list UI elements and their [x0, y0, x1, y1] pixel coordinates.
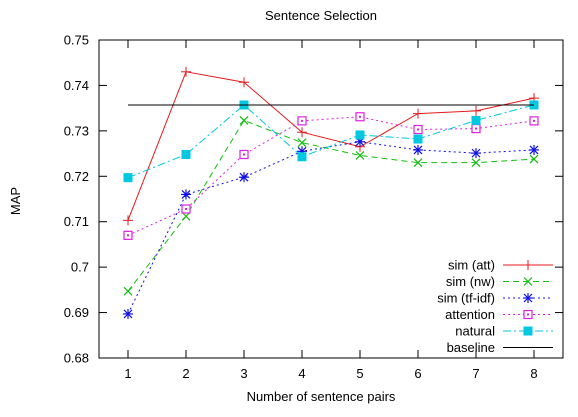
series-line: [127, 141, 535, 315]
series-line: [127, 116, 535, 236]
x-tick-label: 2: [182, 366, 189, 381]
data-point: [471, 158, 481, 168]
data-point: [297, 138, 307, 148]
y-axis-label: MAP: [8, 187, 23, 215]
y-tick-label: 0.72: [64, 169, 89, 184]
legend-label: sim (nw): [446, 274, 495, 289]
data-point: [181, 149, 191, 159]
legend-entry: baseline: [447, 340, 553, 355]
x-tick-label: 7: [472, 366, 479, 381]
x-tick-label: 5: [356, 366, 363, 381]
data-point: [123, 215, 133, 226]
data-point: [413, 124, 423, 135]
data-point: [239, 149, 249, 160]
data-point: [413, 134, 423, 144]
data-point: [239, 115, 249, 125]
data-point: [239, 77, 249, 88]
legend-entry: sim (att): [448, 258, 553, 273]
legend-marker: [523, 293, 533, 303]
data-point: [181, 66, 191, 77]
legend-label: attention: [445, 307, 495, 322]
data-point: [123, 308, 133, 319]
series-line: [127, 71, 535, 221]
y-tick-label: 0.71: [64, 214, 89, 229]
legend-entry: natural: [455, 324, 553, 339]
data-point: [123, 230, 133, 240]
data-point: [297, 127, 307, 138]
data-point: [529, 154, 539, 164]
data-point: [355, 150, 365, 160]
y-tick-label: 0.69: [64, 305, 89, 320]
data-point: [123, 286, 133, 296]
legend-entry: sim (tf-idf): [437, 291, 553, 306]
y-tick-label: 0.73: [64, 123, 89, 138]
data-point: [413, 144, 423, 155]
x-tick-label: 3: [240, 366, 247, 381]
data-point: [181, 204, 191, 214]
data-point: [123, 173, 133, 183]
legend: sim (att)sim (nw) sim (tf-idf)attention na…: [437, 258, 553, 355]
legend-label: baseline: [447, 340, 495, 355]
data-point: [471, 105, 481, 116]
legend-marker: [523, 260, 533, 270]
data-point: [181, 211, 191, 221]
legend-entry: sim (nw): [446, 274, 553, 289]
data-point: [355, 130, 365, 140]
data-point: [181, 189, 191, 200]
series-line: [127, 104, 535, 179]
ticks-layer: 0.68 0.69 0.7 0.71 0.72 0.73 0.74 0.75 1 2 3 4 5 6 7 8: [64, 33, 563, 381]
data-point: [471, 123, 481, 134]
data-point: [239, 172, 249, 183]
x-tick-label: 1: [124, 366, 131, 381]
x-tick-label: 4: [298, 366, 305, 381]
data-point: [471, 148, 481, 159]
data-point: [413, 108, 423, 119]
y-tick-label: 0.75: [64, 33, 89, 48]
data-point: [529, 144, 539, 155]
legend-label: sim (tf-idf): [437, 291, 495, 306]
legend-entry: attention: [445, 307, 553, 322]
data-point: [297, 152, 307, 162]
x-tick-label: 8: [530, 366, 537, 381]
plot-frame: [98, 39, 564, 359]
y-tick-label: 0.68: [64, 351, 89, 366]
data-point: [297, 116, 307, 126]
x-tick-label: 6: [414, 366, 421, 381]
data-point: [413, 158, 423, 168]
legend-marker: [523, 309, 533, 320]
data-point: [529, 116, 539, 126]
series-sim-att: [123, 66, 539, 226]
data-point: [355, 112, 365, 122]
series-attention: [123, 112, 539, 240]
legend-label: sim (att): [448, 258, 495, 273]
series-natural: [123, 100, 539, 183]
y-tick-label: 0.7: [71, 260, 89, 275]
data-point: [471, 115, 481, 125]
legend-marker: [523, 277, 533, 286]
y-tick-label: 0.74: [64, 78, 89, 93]
legend-marker: [523, 326, 533, 336]
x-axis-label: Number of sentence pairs: [247, 389, 396, 404]
legend-label: natural: [455, 324, 495, 339]
chart-title: Sentence Selection: [265, 8, 377, 23]
series-layer: [123, 66, 539, 319]
